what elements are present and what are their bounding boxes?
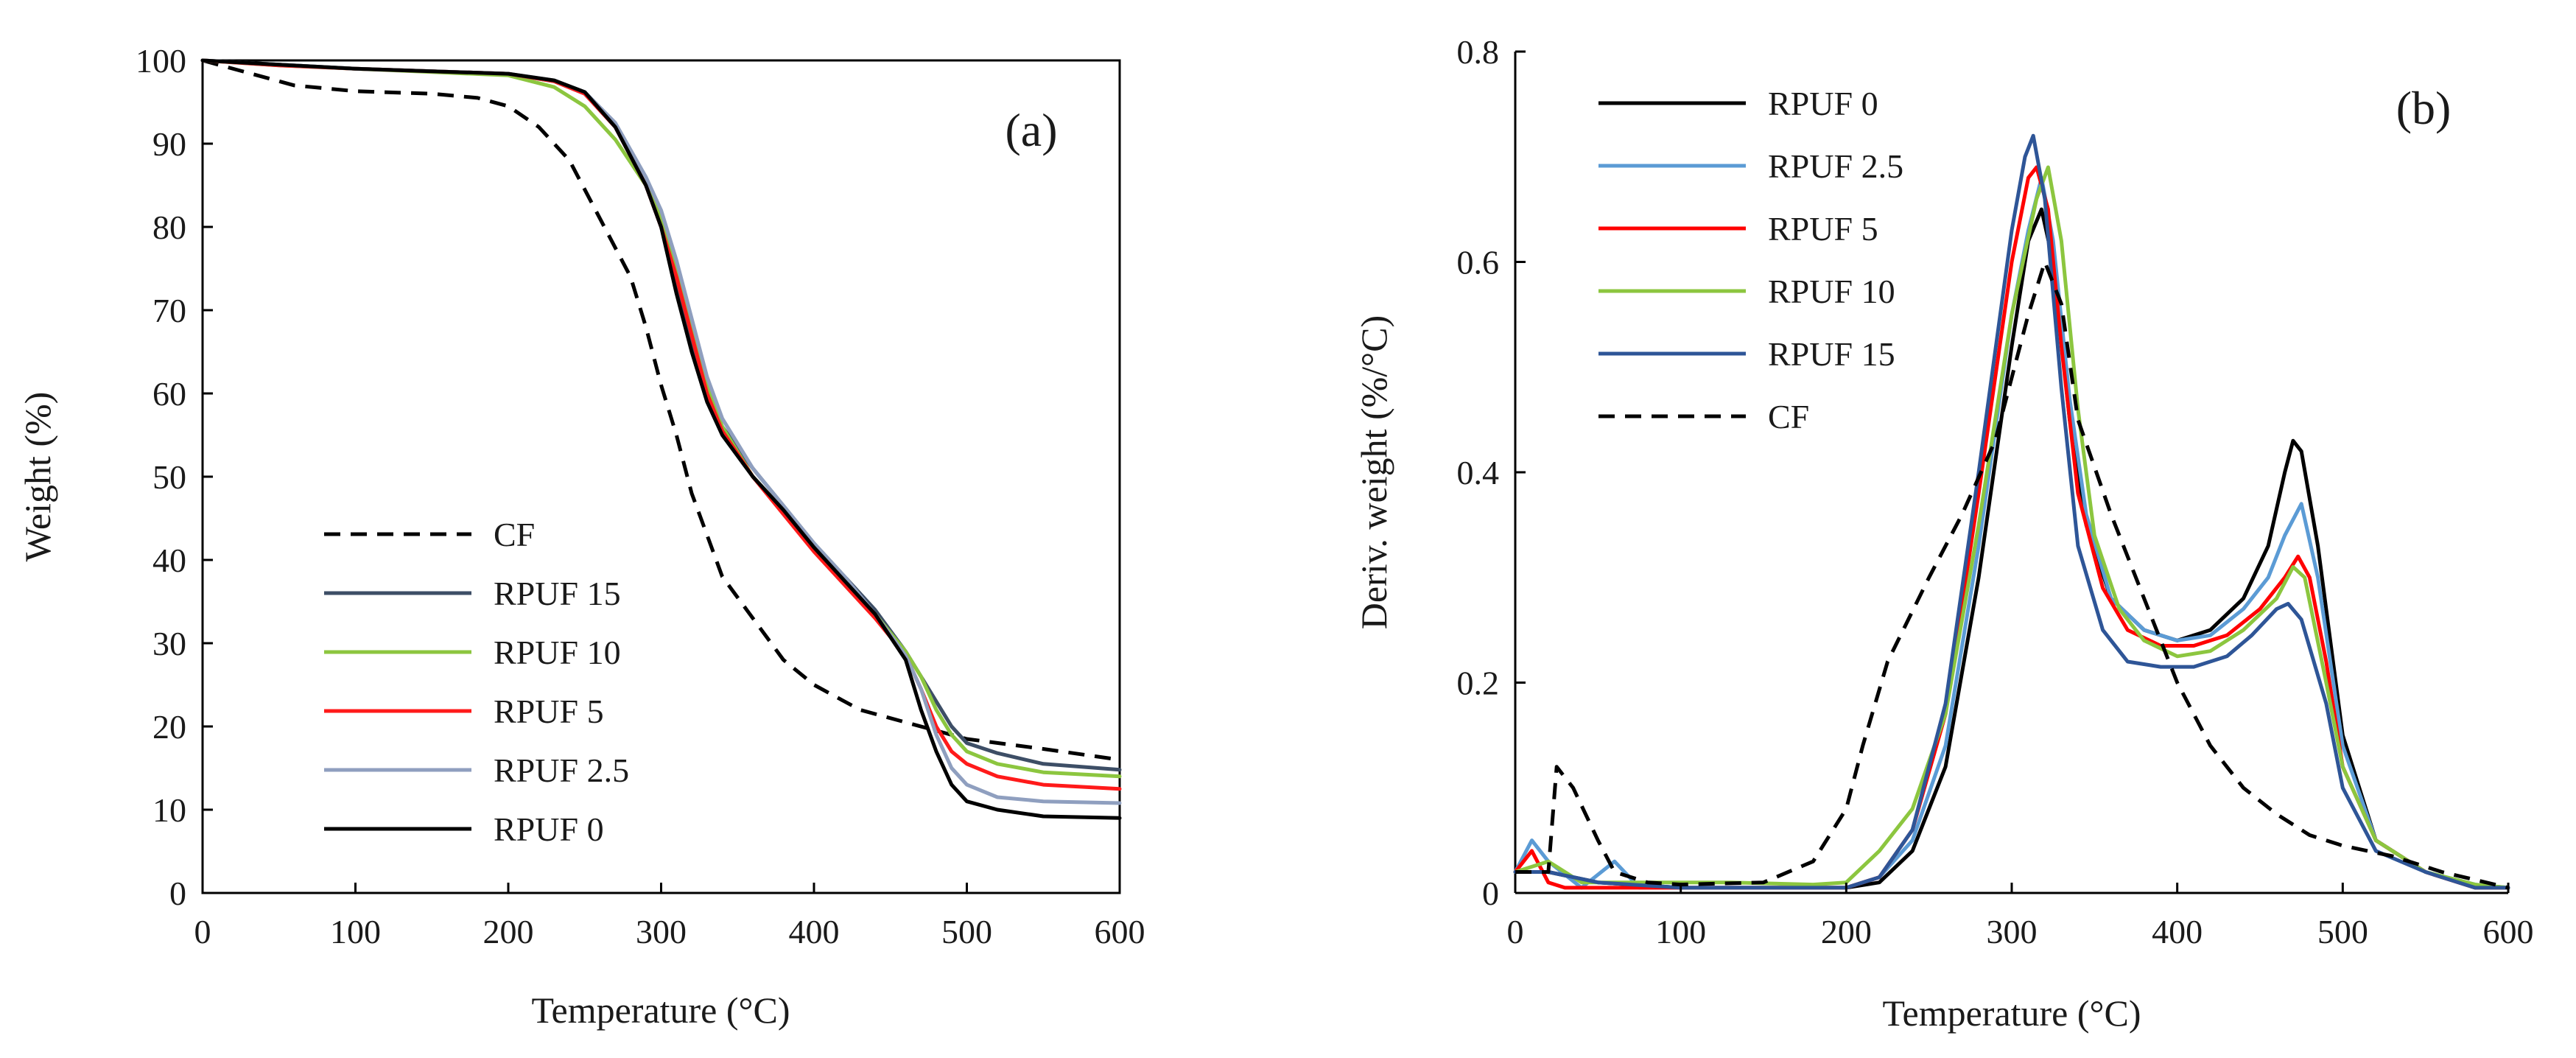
panel-a-series-line-rpuf-15 [200, 58, 1122, 772]
panel-a-y-axis-label: Weight (%) [17, 392, 58, 562]
panel-a-ytick-label: 10 [152, 791, 186, 829]
panel-b-ytick-label: 0.2 [1457, 665, 1500, 702]
panel-b-ytick-label: 0.6 [1457, 244, 1500, 281]
panel-a-ytick-label: 80 [152, 209, 186, 246]
panel-b-xtick-label: 300 [1987, 913, 2038, 950]
panel-a-series-line-rpuf-0 [200, 58, 1122, 820]
panel-a-xtick-label: 400 [789, 913, 840, 950]
panel-a-ytick-label: 70 [152, 292, 186, 329]
panel-a-series-group [200, 58, 1122, 820]
panel-b-series-line-rpuf-15 [1513, 133, 2510, 890]
panel-a-ytick-label: 30 [152, 625, 186, 662]
panel-b-legend: RPUF 0 RPUF 2.5 RPUF 5 RPUF 10 RPUF 15 CF [1598, 85, 1903, 435]
panel-b-y-axis-label: Deriv. weight (%/°C) [1353, 315, 1394, 629]
panel-a-ytick-label: 60 [152, 375, 186, 413]
panel-a-xtick-label: 500 [941, 913, 992, 950]
panel-a-legend-label: CF [494, 516, 535, 553]
panel-a-ytick-label: 90 [152, 125, 186, 163]
panel-a-xticks: 0 100 200 300 400 500 600 [194, 883, 1145, 950]
panel-a-xtick-label: 0 [194, 913, 211, 950]
panel-a-xtick-label: 600 [1095, 913, 1145, 950]
panel-a-legend-label: RPUF 15 [494, 575, 621, 612]
panel-b-legend-label: RPUF 15 [1768, 335, 1895, 373]
panel-b-xtick-label: 200 [1821, 913, 1872, 950]
panel-b-series-group [1513, 133, 2510, 890]
panel-a-legend-label: RPUF 0 [494, 810, 604, 848]
panel-b-series-line-rpuf-5 [1513, 165, 2510, 890]
panel-a-series-line-cf [202, 58, 1120, 762]
panel-b-legend-label: RPUF 10 [1768, 273, 1895, 310]
panel-b-xtick-label: 0 [1507, 913, 1524, 950]
panel-a-ytick-label: 40 [152, 542, 186, 579]
panel-b-series-line-rpuf-2-5 [1513, 175, 2510, 890]
panel-a-series-line-rpuf-2-5 [200, 58, 1122, 805]
panel-b-ytick-label: 0 [1482, 875, 1499, 912]
panel-a-series-line-rpuf-10 [200, 58, 1122, 779]
panel-b-series-line-rpuf-10 [1513, 165, 2510, 890]
panel-a-series-line-rpuf-5 [200, 58, 1122, 791]
panel-b-yticks: 0 0.2 0.4 0.6 0.8 [1457, 33, 1526, 912]
panel-a-ytick-label: 50 [152, 458, 186, 496]
panel-a-weight-chart: 0 100 200 300 400 500 600 0 10 20 30 40 50 60 70 80 90 1… [17, 42, 1145, 1031]
panel-b-ytick-label: 0.8 [1457, 33, 1500, 71]
panel-a-ytick-label: 100 [136, 42, 186, 80]
panel-b-xtick-label: 500 [2317, 913, 2368, 950]
panel-b-xticks: 0 100 200 300 400 500 600 [1507, 883, 2534, 950]
panel-b-legend-label: RPUF 2.5 [1768, 147, 1903, 185]
panel-a-legend-label: RPUF 5 [494, 693, 604, 730]
panel-b-axes [1514, 52, 2508, 894]
panel-b-xtick-label: 400 [2152, 913, 2203, 950]
panel-a-xtick-label: 100 [330, 913, 381, 950]
panel-b-xtick-label: 100 [1655, 913, 1706, 950]
panel-b-derivative-chart: 0 100 200 300 400 500 600 0 0.2 0.4 0.6 0.8 Temper… [1353, 33, 2534, 1034]
panel-a-xtick-label: 200 [483, 913, 534, 950]
panel-b-x-axis-label: Temperature (°C) [1882, 992, 2141, 1034]
panel-a-legend-label: RPUF 10 [494, 634, 621, 671]
panel-a-legend-label: RPUF 2.5 [494, 752, 629, 789]
panel-a-xtick-label: 300 [636, 913, 687, 950]
panel-b-legend-label: RPUF 5 [1768, 210, 1878, 248]
panel-a-legend: CF RPUF 15 RPUF 10 RPUF 5 RPUF 2.5 RPUF 0 [324, 516, 629, 848]
panel-a-tag: (a) [1005, 104, 1057, 156]
panel-b-legend-label: RPUF 0 [1768, 85, 1878, 122]
panel-a-x-axis-label: Temperature (°C) [531, 989, 790, 1031]
panel-b-xtick-label: 600 [2483, 913, 2534, 950]
panel-a-ytick-label: 20 [152, 708, 186, 746]
panel-a-ytick-label: 0 [169, 875, 186, 912]
panel-b-legend-label: CF [1768, 398, 1809, 435]
panel-b-ytick-label: 0.4 [1457, 454, 1500, 491]
panel-b-tag: (b) [2396, 82, 2452, 134]
panel-a-yticks: 0 10 20 30 40 50 60 70 80 90 100 [136, 42, 213, 912]
